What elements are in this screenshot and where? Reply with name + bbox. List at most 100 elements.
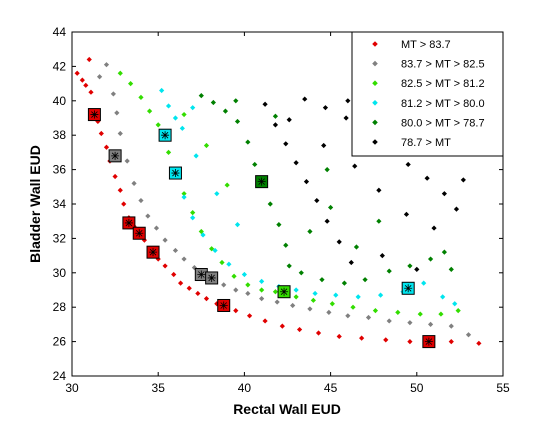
data-point bbox=[407, 263, 413, 269]
data-point bbox=[171, 271, 177, 278]
data-point bbox=[233, 308, 239, 314]
data-point bbox=[427, 256, 434, 262]
data-point bbox=[333, 292, 339, 298]
data-point bbox=[359, 335, 365, 341]
data-point bbox=[307, 228, 313, 235]
data-point bbox=[221, 282, 227, 288]
legend-entry: 81.2 > MT > 80.0 bbox=[372, 98, 485, 110]
highlighted-point bbox=[217, 298, 231, 312]
data-point bbox=[178, 280, 184, 286]
data-point bbox=[372, 308, 379, 314]
highlight-cross bbox=[197, 270, 206, 279]
data-point bbox=[121, 201, 127, 207]
data-point bbox=[88, 89, 94, 95]
data-point bbox=[395, 309, 401, 315]
highlighted-point bbox=[277, 285, 291, 299]
data-point bbox=[172, 115, 179, 121]
data-point bbox=[96, 74, 103, 80]
data-point bbox=[172, 247, 179, 254]
data-point bbox=[165, 103, 172, 109]
data-point bbox=[293, 287, 299, 293]
data-point bbox=[181, 194, 187, 200]
data-point bbox=[427, 321, 434, 327]
legend-marker bbox=[372, 60, 378, 67]
data-point bbox=[153, 225, 160, 231]
data-point bbox=[112, 173, 118, 180]
data-point bbox=[405, 161, 411, 168]
highlighted-point bbox=[422, 335, 436, 349]
data-point bbox=[79, 77, 85, 83]
data-point bbox=[377, 292, 384, 298]
data-point bbox=[214, 191, 220, 197]
x-tick-label: 35 bbox=[152, 381, 166, 395]
data-point bbox=[355, 294, 361, 300]
data-point bbox=[200, 232, 206, 238]
highlight-cross bbox=[161, 131, 170, 140]
data-point bbox=[124, 158, 130, 164]
data-point bbox=[455, 308, 461, 314]
data-point bbox=[376, 187, 382, 193]
y-tick-label: 28 bbox=[53, 300, 67, 314]
data-point bbox=[210, 99, 216, 106]
y-tick-label: 36 bbox=[53, 163, 67, 177]
highlight-cross bbox=[111, 151, 120, 160]
data-point bbox=[345, 98, 351, 104]
data-point bbox=[203, 296, 210, 302]
highlighted-point bbox=[158, 128, 172, 142]
data-point bbox=[403, 211, 410, 217]
data-point bbox=[193, 153, 199, 159]
data-point bbox=[431, 225, 437, 231]
data-point bbox=[231, 273, 237, 279]
data-point bbox=[128, 81, 134, 87]
y-tick-label: 42 bbox=[53, 59, 67, 73]
data-point bbox=[179, 125, 185, 131]
data-point bbox=[222, 108, 229, 114]
data-point bbox=[224, 182, 230, 188]
data-point bbox=[465, 332, 472, 338]
data-point bbox=[155, 256, 161, 262]
data-point bbox=[245, 290, 251, 297]
data-point bbox=[476, 340, 482, 346]
data-point bbox=[246, 313, 253, 319]
x-axis-label: Rectal Wall EUD bbox=[233, 401, 341, 417]
highlight-cross bbox=[171, 169, 180, 178]
data-point bbox=[448, 323, 454, 329]
data-point bbox=[421, 280, 427, 286]
highlighted-point bbox=[122, 216, 136, 230]
data-point bbox=[322, 105, 329, 111]
legend-marker bbox=[372, 119, 378, 126]
highlight-cross bbox=[149, 248, 158, 257]
data-point bbox=[131, 180, 137, 186]
data-point bbox=[195, 290, 201, 297]
data-point bbox=[345, 313, 351, 319]
data-point bbox=[241, 271, 247, 278]
data-point bbox=[86, 56, 92, 63]
highlighted-point bbox=[168, 166, 182, 180]
data-point bbox=[138, 197, 144, 204]
data-point bbox=[414, 266, 420, 272]
data-point bbox=[110, 91, 116, 97]
data-point bbox=[341, 280, 347, 286]
legend-label: 82.5 > MT > 81.2 bbox=[401, 78, 485, 90]
legend-label: 78.7 > MT bbox=[401, 137, 451, 149]
data-point bbox=[95, 118, 101, 125]
data-point bbox=[324, 167, 330, 173]
data-point bbox=[162, 263, 168, 269]
data-point bbox=[245, 139, 251, 145]
data-point bbox=[212, 247, 218, 254]
data-point bbox=[233, 287, 239, 293]
legend-label: 83.7 > MT > 82.5 bbox=[401, 59, 485, 71]
data-point bbox=[279, 323, 285, 329]
data-point bbox=[190, 105, 196, 111]
data-point bbox=[186, 285, 192, 291]
legend-label: 81.2 > MT > 80.0 bbox=[401, 98, 485, 110]
highlighted-point bbox=[205, 271, 219, 285]
highlight-cross bbox=[124, 218, 133, 227]
data-point bbox=[438, 311, 444, 317]
data-point bbox=[259, 287, 265, 293]
data-point bbox=[440, 294, 446, 300]
data-point bbox=[245, 282, 251, 288]
y-tick-label: 40 bbox=[53, 94, 67, 108]
data-point bbox=[386, 318, 392, 324]
